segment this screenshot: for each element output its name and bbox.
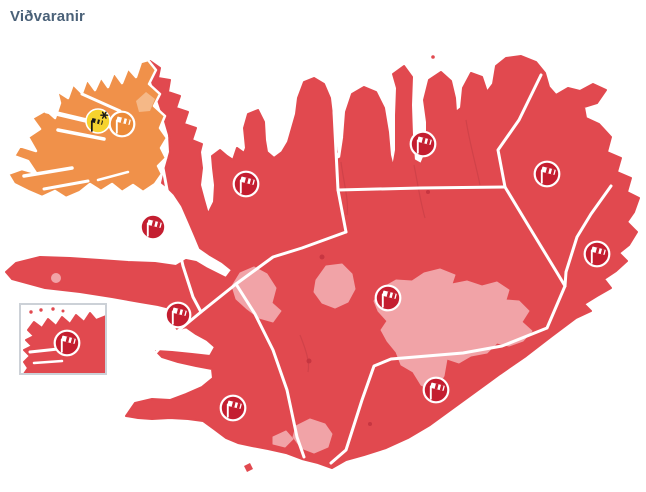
region-mainland[interactable] [5, 55, 640, 469]
warning-icon-wind-red[interactable] [139, 213, 167, 241]
glacier-eyjafjallajokull [272, 430, 294, 448]
glacier-drangajokull [136, 92, 155, 112]
warning-icon-wind-red[interactable] [409, 130, 437, 158]
warning-icon-wind-orange[interactable] [108, 110, 136, 138]
glaciers [51, 263, 533, 454]
warning-icon-wind-red[interactable] [533, 160, 561, 188]
glacier-langjokull [231, 266, 282, 323]
warning-icon-wind-red[interactable] [53, 329, 81, 357]
region-boundaries [139, 73, 613, 465]
river-lines [299, 119, 481, 373]
glacier-hofsjokull [313, 263, 356, 309]
glacier-myrdalsjokull [292, 418, 333, 454]
region-westfjords[interactable] [6, 58, 169, 200]
warning-icon-wind-red[interactable] [164, 301, 192, 329]
warning-icon-wind-red[interactable] [422, 376, 450, 404]
highland-lakes [306, 190, 430, 426]
inset-islets [29, 307, 65, 314]
warning-icon-wind-snow-yellow[interactable] [84, 107, 112, 135]
warning-icon-wind-red[interactable] [374, 284, 402, 312]
island-grimsey [431, 55, 435, 59]
page-title: Viðvaranir [10, 8, 86, 25]
warning-icon-wind-red[interactable] [219, 394, 247, 422]
glacier-vatnajokull [373, 268, 533, 393]
warning-icon-wind-red[interactable] [583, 240, 611, 268]
island-vestmannaeyjar [244, 463, 253, 472]
warning-icon-wind-red[interactable] [232, 170, 260, 198]
inset-fjord-cuts [28, 347, 64, 365]
glacier-snaefellsjokull [51, 273, 61, 283]
